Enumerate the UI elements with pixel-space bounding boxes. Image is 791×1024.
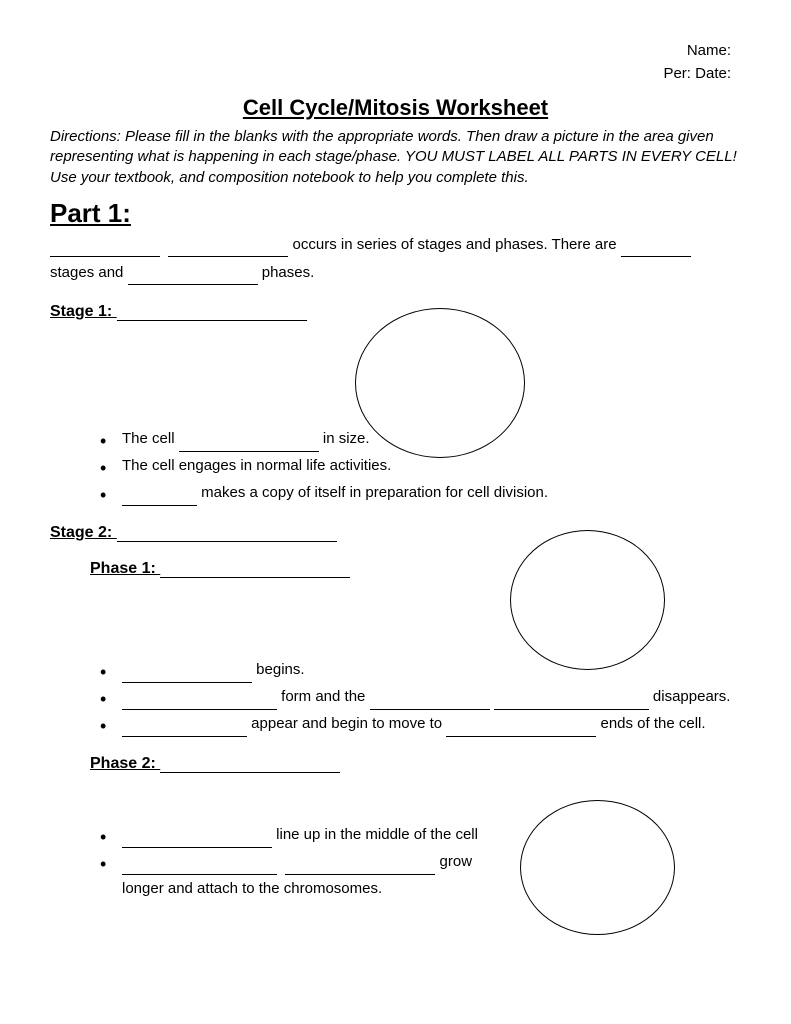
bullet-text: line up in the middle of the cell: [272, 826, 478, 843]
blank[interactable]: [179, 437, 319, 452]
date-label: Date:: [695, 65, 731, 82]
phase2-bullets: line up in the middle of the cell grow lo…: [100, 821, 741, 902]
bullet-text: The cell: [122, 430, 179, 447]
phase2-text: Phase 2:: [90, 755, 160, 772]
stage2-blank[interactable]: [117, 526, 337, 542]
phase1-circle[interactable]: [510, 530, 665, 670]
per-label: Per:: [663, 65, 691, 82]
blank[interactable]: [50, 242, 160, 257]
stage1-text: Stage 1:: [50, 303, 117, 320]
bullet-text: begins.: [252, 661, 305, 678]
bullet-text: makes a copy of itself in preparation fo…: [197, 484, 548, 501]
intro-line2: stages and phases.: [50, 261, 741, 285]
phase1-bullets: begins. form and the disappears. appear …: [100, 656, 741, 737]
bullet-text: longer and attach to the chromosomes.: [122, 880, 382, 897]
part1-title: Part 1:: [50, 198, 741, 229]
list-item: begins.: [100, 656, 741, 683]
phase2-blank[interactable]: [160, 757, 340, 773]
blank[interactable]: [494, 695, 649, 710]
blank[interactable]: [446, 722, 596, 737]
list-item: The cell in size.: [100, 425, 741, 452]
intro-line: occurs in series of stages and phases. T…: [50, 233, 741, 257]
intro-seg2: stages and: [50, 264, 128, 281]
bullet-text: appear and begin to move to: [247, 715, 446, 732]
blank[interactable]: [128, 270, 258, 285]
blank[interactable]: [122, 491, 197, 506]
list-item: line up in the middle of the cell: [100, 821, 741, 848]
stage1-bullets: The cell in size. The cell engages in no…: [100, 425, 741, 506]
blank[interactable]: [122, 833, 272, 848]
phase1-blank[interactable]: [160, 562, 350, 578]
bullet-text: ends of the cell.: [596, 715, 705, 732]
stage1-blank[interactable]: [117, 305, 307, 321]
phase1-text: Phase 1:: [90, 560, 160, 577]
blank[interactable]: [370, 695, 490, 710]
intro-seg1: occurs in series of stages and phases. T…: [288, 236, 620, 253]
blank[interactable]: [621, 242, 691, 257]
blank[interactable]: [122, 668, 252, 683]
list-item: appear and begin to move to ends of the …: [100, 710, 741, 737]
blank[interactable]: [122, 695, 277, 710]
blank[interactable]: [122, 722, 247, 737]
list-item: The cell engages in normal life activiti…: [100, 452, 741, 479]
header-info: Name: Per: Date:: [50, 40, 731, 85]
blank[interactable]: [122, 860, 277, 875]
bullet-text: in size.: [319, 430, 370, 447]
stage2-text: Stage 2:: [50, 524, 117, 541]
worksheet-title: Cell Cycle/Mitosis Worksheet: [50, 95, 741, 121]
bullet-text: disappears.: [649, 688, 731, 705]
bullet-text: grow: [435, 853, 472, 870]
list-item: grow longer and attach to the chromosomes…: [100, 848, 741, 902]
blank[interactable]: [285, 860, 435, 875]
phase2-label: Phase 2:: [90, 755, 741, 773]
stage2-label: Stage 2:: [50, 524, 741, 542]
intro-seg3: phases.: [258, 264, 315, 281]
blank[interactable]: [168, 242, 288, 257]
list-item: makes a copy of itself in preparation fo…: [100, 479, 741, 506]
bullet-text: form and the: [277, 688, 370, 705]
name-label: Name:: [687, 42, 731, 59]
list-item: form and the disappears.: [100, 683, 741, 710]
directions-text: Directions: Please fill in the blanks wi…: [50, 127, 741, 188]
